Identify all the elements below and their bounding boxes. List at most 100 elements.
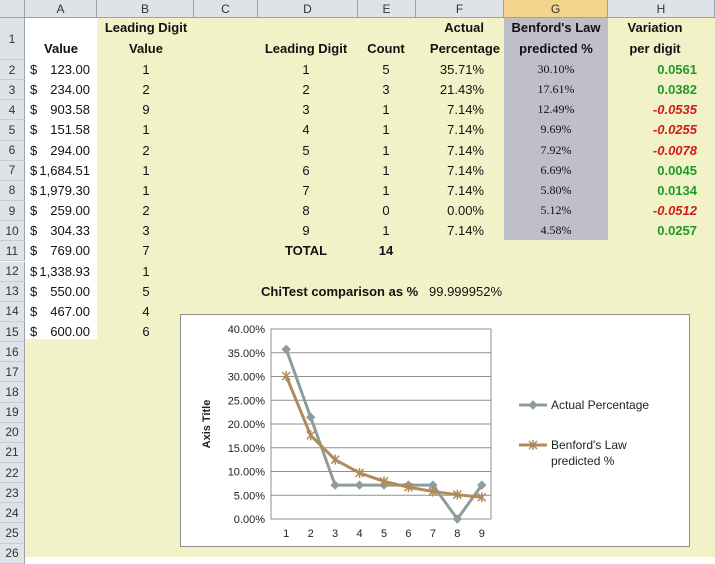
value-amount[interactable]: 467.00 [50, 303, 90, 319]
benford-cell[interactable]: 12.49% [537, 102, 575, 117]
value-currency[interactable]: $ [30, 223, 38, 239]
leading-digit-value[interactable]: 1 [142, 122, 150, 138]
column-a-cells[interactable] [25, 18, 97, 339]
actual-percentage-cell[interactable]: 21.43% [439, 82, 484, 98]
legend-label-benford[interactable]: Benford's Law predicted % [551, 438, 627, 468]
row-header-4[interactable]: 4 [0, 100, 25, 121]
variation-cell[interactable]: 0.0134 [657, 182, 697, 198]
row-header-26[interactable]: 26 [0, 543, 25, 564]
row-header-18[interactable]: 18 [0, 382, 25, 403]
row-header-13[interactable]: 13 [0, 281, 25, 302]
legend-marker-actual[interactable] [528, 400, 538, 410]
row-header-21[interactable]: 21 [0, 442, 25, 463]
data-point-benford[interactable] [355, 467, 365, 478]
leading-digit-value[interactable]: 2 [142, 142, 150, 158]
actual-percentage-cell[interactable]: 7.14% [447, 142, 484, 158]
benford-shaded-range[interactable] [504, 18, 608, 240]
value-amount[interactable]: 1,684.51 [39, 162, 90, 178]
data-point-actual[interactable] [305, 412, 316, 422]
value-currency[interactable]: $ [30, 142, 38, 158]
value-currency[interactable]: $ [30, 323, 38, 339]
value-currency[interactable]: $ [30, 243, 38, 259]
benford-cell[interactable]: 9.69% [540, 122, 572, 137]
leading-digit-value[interactable]: 4 [142, 303, 150, 319]
chitest-label[interactable]: ChiTest comparison as % [261, 284, 419, 299]
count-cell[interactable]: 1 [382, 142, 390, 158]
count-cell[interactable]: 1 [382, 182, 390, 198]
value-amount[interactable]: 294.00 [50, 142, 90, 158]
row-header-16[interactable]: 16 [0, 342, 25, 363]
value-currency[interactable]: $ [30, 82, 38, 98]
leading-digit-header-line1[interactable]: Leading Digit [104, 20, 188, 35]
row-header-9[interactable]: 9 [0, 201, 25, 222]
data-point-benford[interactable] [379, 476, 389, 487]
value-header[interactable]: Value [44, 41, 78, 56]
column-header-g[interactable]: G [504, 0, 608, 18]
column-header-h[interactable]: H [608, 0, 715, 18]
column-header-a[interactable]: A [25, 0, 97, 18]
row-header-1[interactable]: 1 [0, 18, 25, 60]
chitest-value[interactable]: 99.999952% [429, 284, 503, 299]
row-header-20[interactable]: 20 [0, 422, 25, 443]
row-header-25[interactable]: 25 [0, 523, 25, 544]
row-header-7[interactable]: 7 [0, 160, 25, 181]
digit-cell[interactable]: 7 [302, 182, 310, 198]
data-point-benford[interactable] [306, 430, 316, 441]
variation-cell[interactable]: 0.0045 [657, 162, 697, 178]
digit-cell[interactable]: 2 [302, 82, 310, 98]
variation-cell[interactable]: -0.0255 [652, 122, 697, 138]
count-cell[interactable]: 1 [382, 223, 390, 239]
digit-cell[interactable]: 8 [302, 203, 310, 219]
actual-percentage-cell[interactable]: 35.71% [439, 62, 484, 77]
row-header-24[interactable]: 24 [0, 503, 25, 524]
count-cell[interactable]: 1 [382, 162, 390, 178]
value-amount[interactable]: 1,979.30 [39, 182, 90, 198]
variation-cell[interactable]: -0.0078 [652, 142, 697, 158]
legend-label-actual[interactable]: Actual Percentage [551, 398, 649, 412]
legend-marker-benford[interactable] [528, 440, 538, 450]
benford-cell[interactable]: 4.58% [540, 223, 572, 238]
count-cell[interactable]: 3 [382, 82, 390, 98]
leading-digit-value[interactable]: 1 [142, 182, 150, 198]
row-header-17[interactable]: 17 [0, 362, 25, 383]
variation-cell[interactable]: -0.0512 [652, 203, 697, 219]
digit-cell[interactable]: 9 [302, 223, 310, 239]
value-amount[interactable]: 151.58 [50, 122, 90, 138]
digit-cell[interactable]: 5 [302, 142, 310, 158]
leading-digit-value[interactable]: 3 [142, 223, 150, 239]
actual-percentage-cell[interactable]: 7.14% [447, 122, 484, 138]
data-point-actual[interactable] [281, 344, 291, 355]
y-axis-title[interactable]: Axis Title [201, 400, 213, 449]
value-currency[interactable]: $ [30, 283, 38, 299]
data-point-actual[interactable] [354, 480, 365, 490]
benford-cell[interactable]: 5.12% [540, 203, 572, 218]
benford-cell[interactable]: 6.69% [540, 162, 572, 177]
variation-cell[interactable]: 0.0561 [657, 62, 697, 77]
digit-cell[interactable]: 1 [302, 62, 310, 77]
column-header-b[interactable]: B [97, 0, 194, 18]
column-header-c[interactable]: C [194, 0, 258, 18]
leading-digit-value[interactable]: 5 [142, 283, 150, 299]
row-header-14[interactable]: 14 [0, 301, 25, 322]
value-currency[interactable]: $ [30, 102, 38, 118]
leading-digit-value[interactable]: 1 [142, 263, 150, 279]
row-header-19[interactable]: 19 [0, 402, 25, 423]
value-currency[interactable]: $ [30, 122, 38, 138]
value-amount[interactable]: 903.58 [50, 102, 90, 118]
value-amount[interactable]: 234.00 [50, 82, 90, 98]
row-header-2[interactable]: 2 [0, 60, 25, 81]
data-point-benford[interactable] [452, 489, 462, 500]
value-amount[interactable]: 600.00 [50, 323, 90, 339]
benford-cell[interactable]: 17.61% [537, 82, 575, 97]
value-amount[interactable]: 259.00 [50, 203, 90, 219]
leading-digit-value[interactable]: 9 [142, 102, 150, 118]
actual-percentage-cell[interactable]: 7.14% [447, 162, 484, 178]
variation-header-line2[interactable]: per digit [629, 41, 681, 56]
benford-header-line1[interactable]: Benford's Law [511, 20, 601, 35]
actual-percentage-cell[interactable]: 0.00% [447, 203, 484, 219]
value-currency[interactable]: $ [30, 62, 38, 77]
variation-cell[interactable]: -0.0535 [652, 102, 697, 118]
digit-cell[interactable]: 3 [302, 102, 310, 118]
benford-header-line2[interactable]: predicted % [519, 41, 593, 56]
benford-cell[interactable]: 5.80% [540, 182, 572, 197]
